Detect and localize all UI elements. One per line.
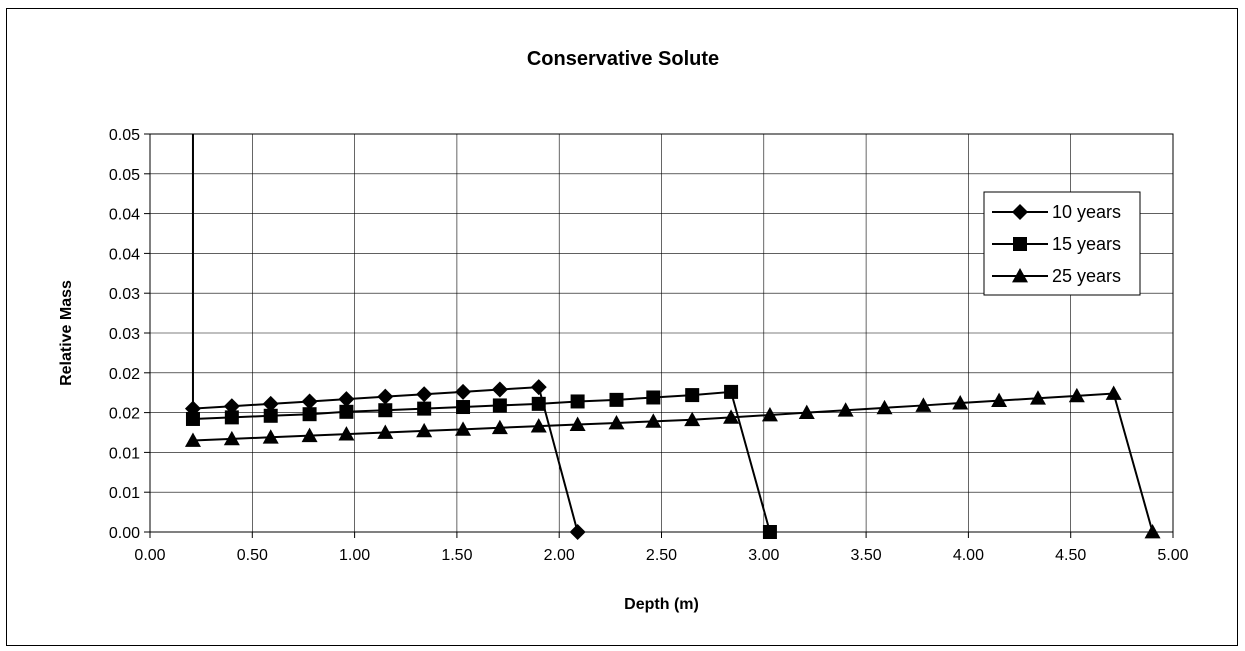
series-square (185, 384, 777, 539)
data-point (530, 379, 547, 396)
data-point (646, 390, 661, 405)
y-tick-label: 0.02 (109, 406, 140, 423)
y-tick-label: 0.05 (109, 167, 140, 184)
data-point (608, 414, 625, 430)
y-tick-label: 0.04 (109, 246, 140, 263)
x-tick-label: 2.50 (646, 547, 677, 564)
data-point (377, 388, 394, 405)
data-point (491, 419, 508, 435)
x-tick-label: 4.00 (953, 547, 984, 564)
data-point (456, 400, 471, 415)
tick-labels: 0.00 0.50 1.00 1.50 2.00 2.50 3.00 3.50 4.00 4.50… (109, 127, 1189, 564)
data-point (609, 392, 624, 407)
data-point (377, 424, 394, 439)
data-point (223, 430, 240, 446)
data-point (876, 399, 893, 415)
data-point (338, 391, 355, 408)
data-point (837, 402, 854, 417)
data-point (301, 393, 318, 410)
legend-label: 15 years (1052, 234, 1121, 254)
series-line (192, 390, 771, 533)
data-point (762, 525, 777, 539)
data-point (416, 386, 433, 403)
data-point (1029, 390, 1046, 405)
chart: 0.00 0.50 1.00 1.50 2.00 2.50 3.00 3.50 4.00 4.50… (58, 48, 1189, 613)
data-point (455, 421, 472, 436)
data-point (761, 406, 778, 422)
data-point (1105, 385, 1122, 400)
data-point (684, 411, 701, 427)
x-tick-label: 2.00 (544, 547, 575, 564)
legend: 10 years 15 years 25 years (983, 191, 1141, 296)
legend-label: 25 years (1052, 266, 1121, 286)
data-point (798, 404, 815, 419)
y-tick-label: 0.03 (109, 326, 140, 343)
data-point (262, 395, 279, 412)
x-tick-label: 3.50 (851, 547, 882, 564)
y-axis-title: Relative Mass (58, 280, 75, 386)
data-point (224, 410, 239, 425)
data-point (952, 395, 969, 410)
y-tick-label: 0.02 (109, 366, 140, 383)
data-point (185, 411, 200, 426)
legend-item: 10 years (992, 202, 1121, 222)
y-tick-label: 0.00 (109, 525, 140, 542)
data-point (569, 416, 586, 431)
legend-label: 10 years (1052, 202, 1121, 222)
chart-title: Conservative Solute (527, 48, 719, 70)
y-tick-label: 0.05 (109, 127, 140, 144)
x-tick-label: 3.00 (748, 547, 779, 564)
x-tick-label: 5.00 (1157, 547, 1188, 564)
chart-frame: 0.00 0.50 1.00 1.50 2.00 2.50 3.00 3.50 4.00 4.50… (6, 8, 1238, 646)
data-point (262, 429, 279, 444)
legend-marker (1013, 237, 1027, 251)
data-point (569, 524, 586, 540)
data-point (416, 422, 433, 438)
y-tick-label: 0.01 (109, 485, 140, 502)
y-tick-label: 0.03 (109, 286, 140, 303)
data-point (1068, 387, 1085, 403)
data-point (724, 384, 739, 399)
data-point (417, 401, 432, 416)
series-layer (184, 134, 1161, 540)
series-diamond (184, 134, 586, 540)
data-point (184, 432, 201, 447)
x-axis-title: Depth (m) (624, 596, 699, 613)
data-point (531, 396, 546, 411)
data-point (570, 394, 585, 409)
data-point (339, 404, 354, 419)
x-tick-label: 1.00 (339, 547, 370, 564)
legend-item: 25 years (992, 266, 1121, 286)
x-tick-label: 0.00 (134, 547, 165, 564)
y-tick-label: 0.04 (109, 207, 140, 224)
legend-marker (1012, 204, 1028, 220)
data-point (492, 398, 507, 413)
data-point (378, 403, 393, 418)
x-tick-label: 4.50 (1055, 547, 1086, 564)
data-point (685, 388, 700, 403)
data-point (723, 409, 740, 424)
data-point (263, 408, 278, 423)
data-point (915, 397, 932, 412)
legend-item: 15 years (992, 234, 1121, 254)
data-point (491, 381, 508, 398)
data-point (455, 383, 472, 400)
data-point (301, 427, 318, 443)
data-point (991, 392, 1008, 408)
y-tick-label: 0.01 (109, 445, 140, 462)
series-line (192, 392, 1154, 533)
data-point (338, 426, 355, 441)
series-triangle (184, 385, 1161, 539)
legend-marker (1012, 268, 1028, 283)
data-point (645, 413, 662, 428)
data-point (1144, 524, 1161, 539)
data-point (223, 398, 240, 415)
x-tick-label: 1.50 (441, 547, 472, 564)
data-point (302, 407, 317, 422)
x-tick-label: 0.50 (237, 547, 268, 564)
data-point (530, 418, 547, 433)
